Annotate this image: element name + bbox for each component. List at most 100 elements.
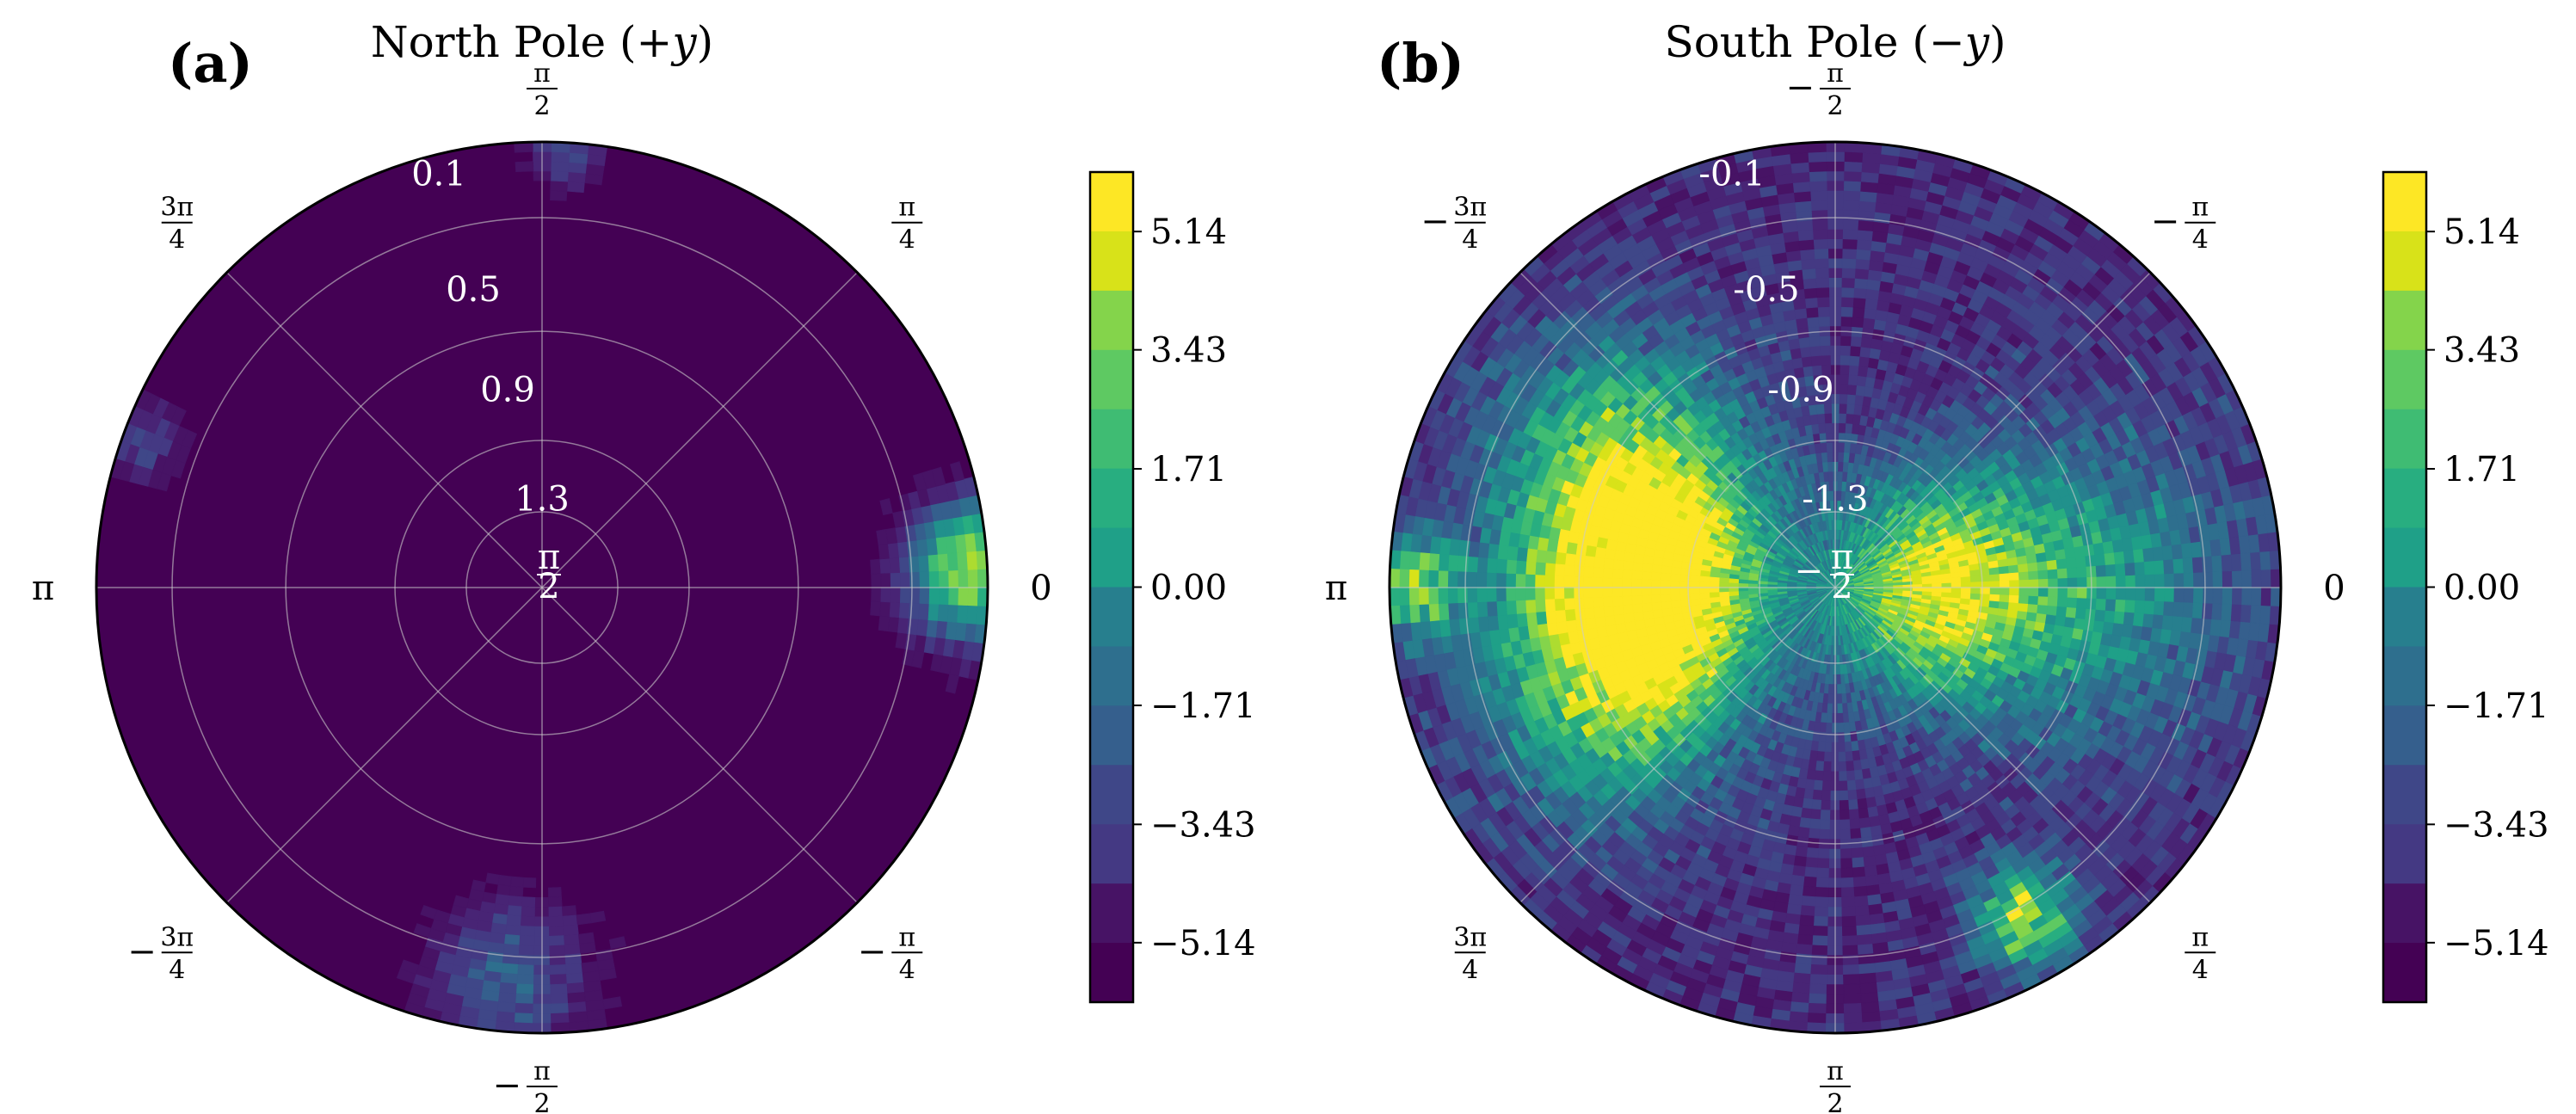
heat-cell — [871, 587, 882, 602]
heat-cell — [946, 552, 959, 571]
heat-cell — [568, 151, 589, 164]
heat-cell — [2074, 617, 2086, 631]
angle-label-num: π — [533, 58, 551, 89]
heat-cell — [1612, 577, 1623, 588]
heat-cell — [1842, 452, 1850, 463]
heat-cell — [1826, 441, 1833, 453]
heat-cell — [1805, 857, 1819, 869]
heat-cell — [576, 913, 592, 926]
heat-cell — [1603, 557, 1615, 569]
heat-cell — [550, 190, 568, 201]
heat-cell — [1839, 393, 1848, 404]
heat-cell — [1960, 587, 1972, 594]
heat-cell — [1950, 592, 1962, 599]
heat-cell — [568, 1011, 589, 1024]
heat-cell — [1593, 587, 1604, 599]
heat-cell — [1863, 855, 1877, 868]
heat-cell — [1852, 403, 1863, 415]
heat-cell — [2094, 609, 2106, 622]
heat-cell — [2008, 571, 2020, 581]
heat-cell — [1857, 797, 1869, 809]
heat-cell — [2067, 587, 2078, 599]
heat-cell — [1826, 712, 1833, 723]
heat-cell — [1837, 703, 1844, 714]
heat-cell — [1793, 797, 1805, 809]
heat-cell — [548, 896, 563, 908]
heat-cell — [566, 181, 585, 194]
heat-cell — [2055, 615, 2067, 627]
colorbar-tick-label: −1.71 — [1150, 686, 1256, 726]
colorbar-segment — [1090, 172, 1133, 232]
heat-cell — [1820, 809, 1831, 821]
heat-cell — [1670, 594, 1681, 602]
heat-cell — [2035, 612, 2048, 624]
heat-layer-b — [1390, 142, 2281, 1033]
heat-cell — [966, 551, 978, 570]
heat-cell — [1817, 848, 1830, 859]
heat-cell — [1631, 569, 1642, 580]
heat-cell — [1651, 563, 1663, 574]
heat-cell — [1793, 855, 1808, 868]
heat-cell — [1593, 596, 1605, 608]
heat-cell — [1912, 590, 1923, 595]
heat-cell — [1844, 422, 1853, 434]
heat-cell — [1583, 597, 1594, 609]
heat-cell — [937, 603, 949, 622]
heat-cell — [1817, 858, 1830, 869]
panel-b: (b) South Pole (−y) -0.1-0.5-0.9-1.3− π2 … — [1325, 17, 2345, 1114]
colorbar-segment — [1090, 231, 1133, 292]
heat-cell — [1822, 771, 1832, 782]
heat-cell — [1810, 809, 1822, 821]
heat-cell — [2125, 575, 2136, 588]
heat-cell — [1823, 760, 1833, 772]
heat-cell — [931, 466, 946, 487]
heat-cell — [928, 570, 940, 588]
angle-label-num: π — [533, 1056, 551, 1086]
heat-cell — [2037, 595, 2049, 606]
heat-cell — [1850, 828, 1862, 840]
heat-cell — [564, 944, 582, 956]
heat-cell — [1583, 607, 1596, 620]
heat-cell — [927, 603, 940, 621]
heat-cell — [1840, 316, 1853, 327]
heat-cell — [2028, 595, 2039, 606]
heat-cell — [1670, 580, 1681, 588]
heat-cell — [1544, 575, 1556, 588]
angle-label: 0 — [1030, 569, 1051, 608]
heat-cell — [887, 542, 900, 559]
heat-cell — [2095, 598, 2107, 611]
heat-cell — [1812, 789, 1823, 801]
heat-cell — [2037, 587, 2049, 597]
heat-cell — [1842, 461, 1849, 472]
title-a-var: +y — [636, 17, 697, 67]
heat-cell — [1837, 452, 1845, 463]
heat-cell — [1863, 385, 1874, 398]
heat-cell — [1848, 354, 1860, 366]
heat-cell — [2006, 609, 2018, 619]
heat-cell — [1857, 366, 1869, 378]
heat-cell — [1554, 575, 1565, 588]
heat-cell — [1604, 548, 1616, 560]
heat-cell — [589, 910, 607, 924]
heat-cell — [1813, 779, 1824, 791]
heat-cell — [2018, 579, 2030, 588]
heat-cell — [515, 993, 534, 1005]
colorbar-segment — [1090, 883, 1133, 944]
heat-cell — [1803, 788, 1815, 800]
heat-cell — [2048, 587, 2059, 598]
heat-cell — [1796, 777, 1808, 790]
title-a: North Pole (+y) — [371, 17, 713, 67]
heat-cell — [1795, 846, 1809, 858]
heat-cell — [1642, 555, 1655, 565]
heat-cell — [514, 1012, 533, 1024]
heat-cell — [1851, 847, 1864, 859]
heat-cell — [1544, 599, 1556, 612]
heat-cell — [2115, 587, 2127, 600]
heat-cell — [2115, 599, 2126, 612]
heat-cell — [949, 461, 965, 483]
heat-cell — [562, 914, 578, 926]
heat-cell — [946, 604, 959, 623]
heat-cell — [1864, 376, 1876, 389]
